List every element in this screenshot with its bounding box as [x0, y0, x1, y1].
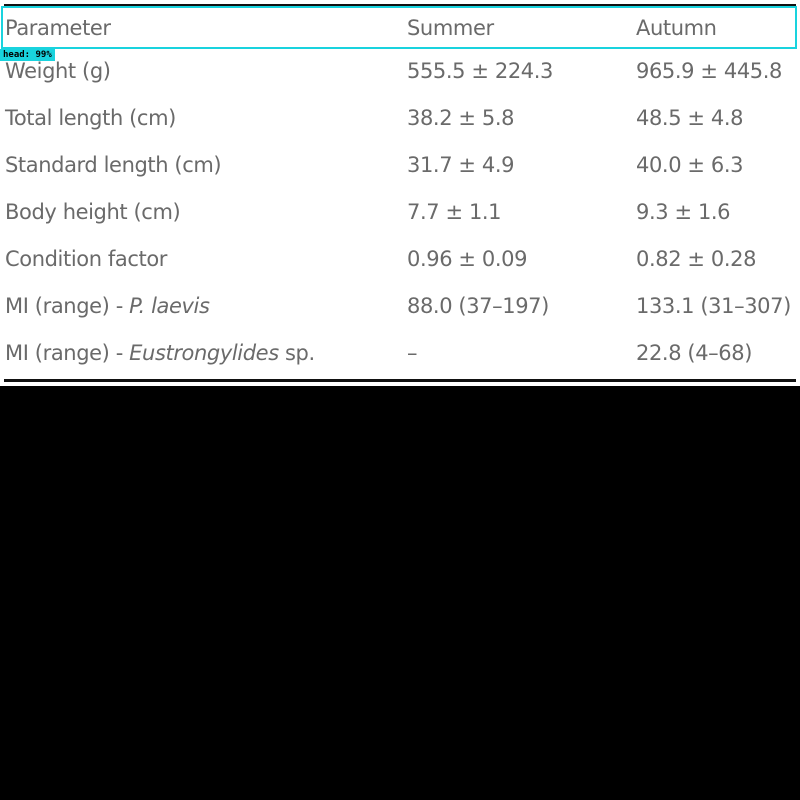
table-row: MI (range) - P. laevis 88.0 (37–197) 133… [0, 283, 800, 330]
header-parameter: Parameter [5, 16, 111, 40]
parameter-species: Eustrongylides [129, 341, 279, 365]
row-summer-value: – [407, 341, 418, 365]
table-row: Body height (cm) 7.7 ± 1.1 9.3 ± 1.6 [0, 189, 800, 236]
data-table: Parameter Summer Autumn Weight (g) 555.5… [0, 0, 800, 386]
row-parameter: Weight (g) [5, 59, 111, 83]
row-summer-value: 88.0 (37–197) [407, 294, 549, 318]
row-parameter: MI (range) - P. laevis [5, 283, 210, 330]
header-autumn: Autumn [636, 16, 717, 40]
parameter-species: P. laevis [129, 294, 210, 318]
row-parameter: Standard length (cm) [5, 153, 222, 177]
row-autumn-value: 965.9 ± 445.8 [636, 59, 782, 83]
row-summer-value: 0.96 ± 0.09 [407, 247, 528, 271]
row-summer-value: 38.2 ± 5.8 [407, 106, 515, 130]
row-autumn-value: 40.0 ± 6.3 [636, 153, 744, 177]
detection-label: head: 99% [0, 49, 55, 61]
row-parameter: Total length (cm) [5, 106, 176, 130]
row-autumn-value: 0.82 ± 0.28 [636, 247, 757, 271]
header-summer: Summer [407, 16, 494, 40]
table-row: Standard length (cm) 31.7 ± 4.9 40.0 ± 6… [0, 142, 800, 189]
parameter-prefix: MI (range) - [5, 341, 130, 365]
parameter-suffix: sp. [278, 341, 315, 365]
row-autumn-value: 133.1 (31–307) [636, 294, 791, 318]
table-bottom-rule [4, 379, 796, 382]
row-autumn-value: 22.8 (4–68) [636, 341, 753, 365]
table-row: Condition factor 0.96 ± 0.09 0.82 ± 0.28 [0, 236, 800, 283]
table-row: MI (range) - Eustrongylides sp. – 22.8 (… [0, 330, 800, 377]
row-summer-value: 31.7 ± 4.9 [407, 153, 515, 177]
parameter-prefix: MI (range) - [5, 294, 130, 318]
table-row: Weight (g) 555.5 ± 224.3 965.9 ± 445.8 [0, 48, 800, 95]
row-autumn-value: 9.3 ± 1.6 [636, 200, 731, 224]
row-parameter: Condition factor [5, 247, 168, 271]
table-top-rule [4, 4, 796, 7]
row-autumn-value: 48.5 ± 4.8 [636, 106, 744, 130]
row-parameter: Body height (cm) [5, 200, 181, 224]
row-parameter: MI (range) - Eustrongylides sp. [5, 330, 315, 377]
table-header-row: Parameter Summer Autumn [0, 5, 800, 52]
row-summer-value: 555.5 ± 224.3 [407, 59, 553, 83]
table-row: Total length (cm) 38.2 ± 5.8 48.5 ± 4.8 [0, 95, 800, 142]
row-summer-value: 7.7 ± 1.1 [407, 200, 502, 224]
